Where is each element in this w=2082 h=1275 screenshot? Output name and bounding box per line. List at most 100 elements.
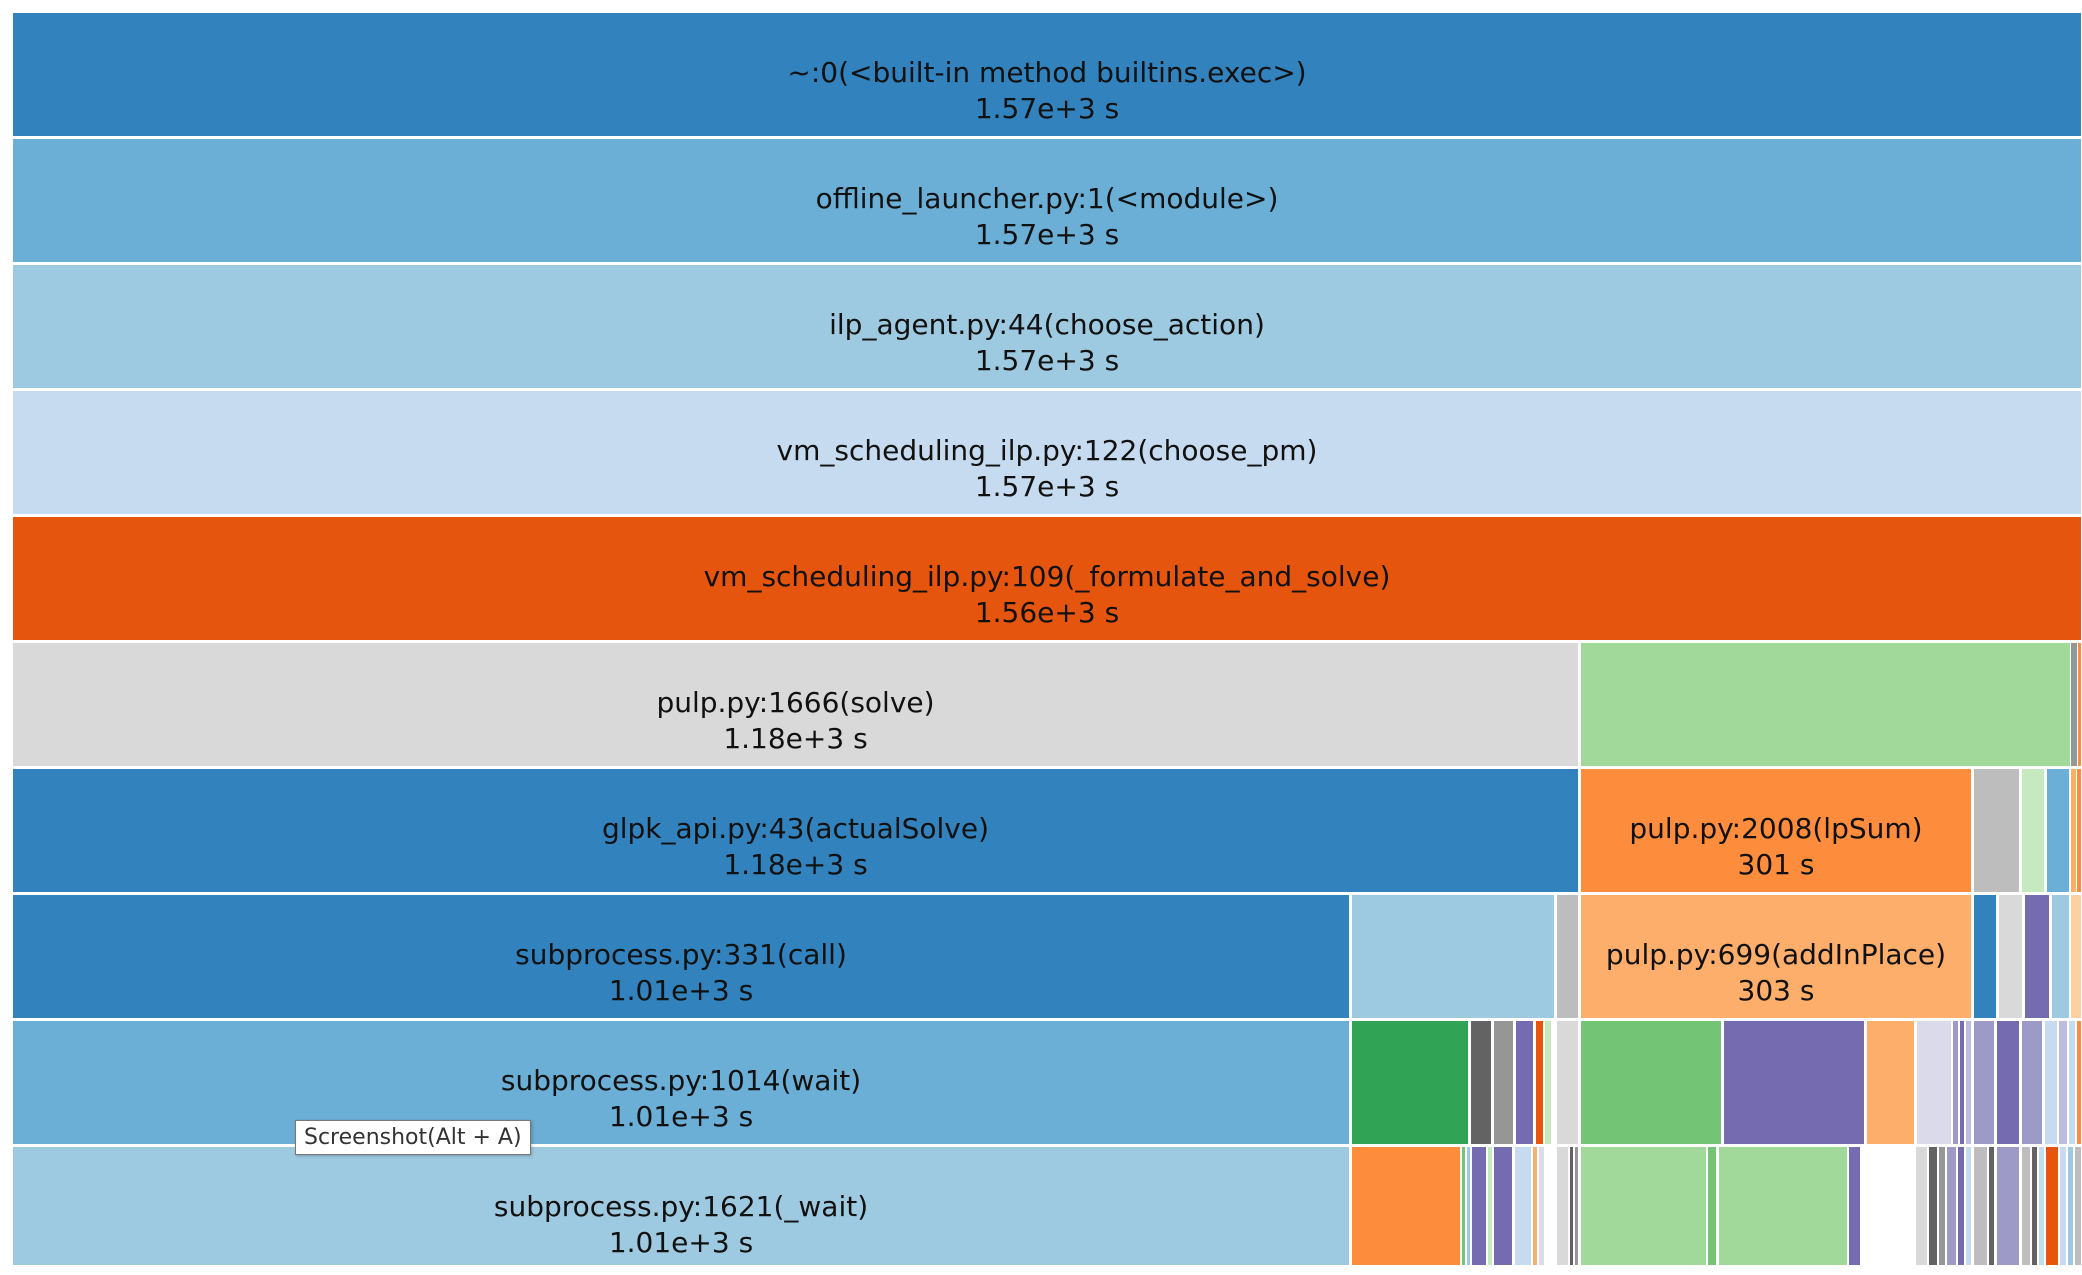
frame-unlabeled[interactable] — [1575, 1147, 1578, 1265]
frame-unlabeled[interactable] — [1974, 895, 1996, 1018]
frame-unlabeled[interactable] — [2068, 1147, 2073, 1265]
frame-unlabeled[interactable] — [1974, 769, 2019, 892]
frame-unlabeled[interactable] — [1570, 1147, 1573, 1265]
frame-subprocess-wait[interactable]: subprocess.py:1014(wait) 1.01e+3 s — [13, 1021, 1349, 1144]
frame-unlabeled[interactable] — [2039, 1147, 2044, 1265]
frame-unlabeled[interactable] — [1471, 1021, 1491, 1144]
frame-glpk-actual-solve[interactable]: glpk_api.py:43(actualSolve) 1.18e+3 s — [13, 769, 1578, 892]
frame-unlabeled[interactable] — [1997, 1021, 2019, 1144]
frame-unlabeled[interactable] — [1974, 1021, 1994, 1144]
frame-unlabeled[interactable] — [2075, 1147, 2081, 1265]
frame-unlabeled[interactable] — [1545, 1021, 1551, 1144]
frame-label: pulp.py:1666(solve) 1.18e+3 s — [13, 685, 1578, 757]
frame-time: 1.18e+3 s — [723, 722, 868, 755]
frame-unlabeled[interactable] — [1724, 1021, 1864, 1144]
frame-unlabeled[interactable] — [1557, 1147, 1568, 1265]
frame-label: offline_launcher.py:1(<module>) 1.57e+3 … — [13, 181, 2081, 253]
frame-unlabeled[interactable] — [1557, 1021, 1578, 1144]
frame-pulp-solve[interactable]: pulp.py:1666(solve) 1.18e+3 s — [13, 643, 1578, 766]
frame-vm-scheduling-choose-pm[interactable]: vm_scheduling_ilp.py:122(choose_pm) 1.57… — [13, 391, 2081, 514]
frame-time: 1.01e+3 s — [608, 1100, 754, 1133]
frame-unlabeled[interactable] — [1494, 1021, 1513, 1144]
frame-unlabeled[interactable] — [1916, 1147, 1927, 1265]
frame-unlabeled[interactable] — [1966, 1147, 1971, 1265]
frame-unlabeled[interactable] — [2078, 643, 2081, 766]
frame-unlabeled[interactable] — [2022, 1021, 2042, 1144]
frame-subprocess-internal-wait[interactable]: subprocess.py:1621(_wait) 1.01e+3 s — [13, 1147, 1349, 1265]
frame-formulate-and-solve[interactable]: vm_scheduling_ilp.py:109(_formulate_and_… — [13, 517, 2081, 640]
frame-unlabeled[interactable] — [1708, 1147, 1716, 1265]
frame-ilp-agent-choose-action[interactable]: ilp_agent.py:44(choose_action) 1.57e+3 s — [13, 265, 2081, 388]
frame-unlabeled[interactable] — [1557, 895, 1578, 1018]
frame-unlabeled[interactable] — [2052, 895, 2069, 1018]
frame-unlabeled[interactable] — [2071, 643, 2077, 766]
frame-unlabeled[interactable] — [2059, 1021, 2067, 1144]
frame-unlabeled[interactable] — [1989, 1147, 1994, 1265]
frame-unlabeled[interactable] — [1960, 1021, 1964, 1144]
frame-label: vm_scheduling_ilp.py:122(choose_pm) 1.57… — [13, 433, 2081, 505]
frame-unlabeled[interactable] — [1953, 1021, 1958, 1144]
frame-unlabeled[interactable] — [1581, 1147, 1706, 1265]
frame-unlabeled[interactable] — [1352, 1147, 1460, 1265]
frame-unlabeled[interactable] — [2025, 895, 2049, 1018]
frame-unlabeled[interactable] — [2022, 769, 2044, 892]
frame-name: pulp.py:1666(solve) — [656, 686, 935, 719]
frame-unlabeled[interactable] — [2077, 1021, 2081, 1144]
frame-unlabeled[interactable] — [1581, 643, 2070, 766]
frame-unlabeled[interactable] — [1958, 1147, 1964, 1265]
frame-unlabeled[interactable] — [1974, 1147, 1987, 1265]
frame-offline-launcher-module[interactable]: offline_launcher.py:1(<module>) 1.57e+3 … — [13, 139, 2081, 262]
screenshot-tooltip: Screenshot(Alt + A) — [295, 1120, 531, 1155]
frame-unlabeled[interactable] — [1939, 1147, 1945, 1265]
frame-unlabeled[interactable] — [1867, 1021, 1914, 1144]
frame-unlabeled[interactable] — [2032, 1147, 2037, 1265]
frame-unlabeled[interactable] — [1929, 1147, 1937, 1265]
frame-time: 1.01e+3 s — [608, 974, 754, 1007]
frame-unlabeled[interactable] — [2071, 895, 2081, 1018]
frame-unlabeled[interactable] — [1494, 1147, 1512, 1265]
frame-unlabeled[interactable] — [1462, 1147, 1465, 1265]
frame-builtins-exec[interactable]: ~:0(<built-in method builtins.exec>) 1.5… — [13, 13, 2081, 136]
frame-unlabeled[interactable] — [2071, 769, 2076, 892]
frame-label: pulp.py:699(addInPlace) 303 s — [1581, 937, 1971, 1009]
frame-label: ~:0(<built-in method builtins.exec>) 1.5… — [13, 55, 2081, 127]
frame-pulp-add-in-place[interactable]: pulp.py:699(addInPlace) 303 s — [1581, 895, 1971, 1018]
frame-unlabeled[interactable] — [1947, 1147, 1956, 1265]
frame-name: subprocess.py:1621(_wait) — [493, 1190, 869, 1223]
frame-unlabeled[interactable] — [1999, 895, 2022, 1018]
frame-unlabeled[interactable] — [2022, 1147, 2030, 1265]
frame-label: subprocess.py:1621(_wait) 1.01e+3 s — [13, 1189, 1349, 1261]
frame-unlabeled[interactable] — [1472, 1147, 1486, 1265]
frame-unlabeled[interactable] — [1352, 895, 1554, 1018]
frame-unlabeled[interactable] — [1467, 1147, 1470, 1265]
frame-unlabeled[interactable] — [1719, 1147, 1847, 1265]
frame-unlabeled[interactable] — [1533, 1147, 1537, 1265]
frame-unlabeled[interactable] — [1966, 1021, 1971, 1144]
frame-label: vm_scheduling_ilp.py:109(_formulate_and_… — [13, 559, 2081, 631]
frame-time: 1.56e+3 s — [974, 596, 1120, 629]
frame-unlabeled[interactable] — [1849, 1147, 1860, 1265]
frame-label: ilp_agent.py:44(choose_action) 1.57e+3 s — [13, 307, 2081, 379]
frame-unlabeled[interactable] — [2046, 1147, 2058, 1265]
frame-unlabeled[interactable] — [1515, 1147, 1531, 1265]
frame-pulp-lpsum[interactable]: pulp.py:2008(lpSum) 301 s — [1581, 769, 1971, 892]
frame-unlabeled[interactable] — [2047, 769, 2069, 892]
frame-unlabeled[interactable] — [1997, 1147, 2019, 1265]
frame-unlabeled[interactable] — [1352, 1021, 1468, 1144]
frame-name: vm_scheduling_ilp.py:109(_formulate_and_… — [703, 560, 1391, 593]
frame-unlabeled[interactable] — [1536, 1021, 1543, 1144]
frame-unlabeled[interactable] — [1581, 1021, 1721, 1144]
frame-unlabeled[interactable] — [2069, 1021, 2075, 1144]
frame-unlabeled[interactable] — [2077, 769, 2081, 892]
frame-unlabeled[interactable] — [1539, 1147, 1544, 1265]
frame-unlabeled[interactable] — [2060, 1147, 2066, 1265]
frame-unlabeled[interactable] — [1516, 1021, 1533, 1144]
frame-unlabeled[interactable] — [1917, 1021, 1951, 1144]
frame-label: pulp.py:2008(lpSum) 301 s — [1581, 811, 1971, 883]
frame-subprocess-call[interactable]: subprocess.py:331(call) 1.01e+3 s — [13, 895, 1349, 1018]
frame-time: 1.57e+3 s — [974, 218, 1120, 251]
frame-unlabeled[interactable] — [2045, 1021, 2057, 1144]
frame-unlabeled[interactable] — [1488, 1147, 1492, 1265]
frame-name: subprocess.py:1014(wait) — [500, 1064, 862, 1097]
